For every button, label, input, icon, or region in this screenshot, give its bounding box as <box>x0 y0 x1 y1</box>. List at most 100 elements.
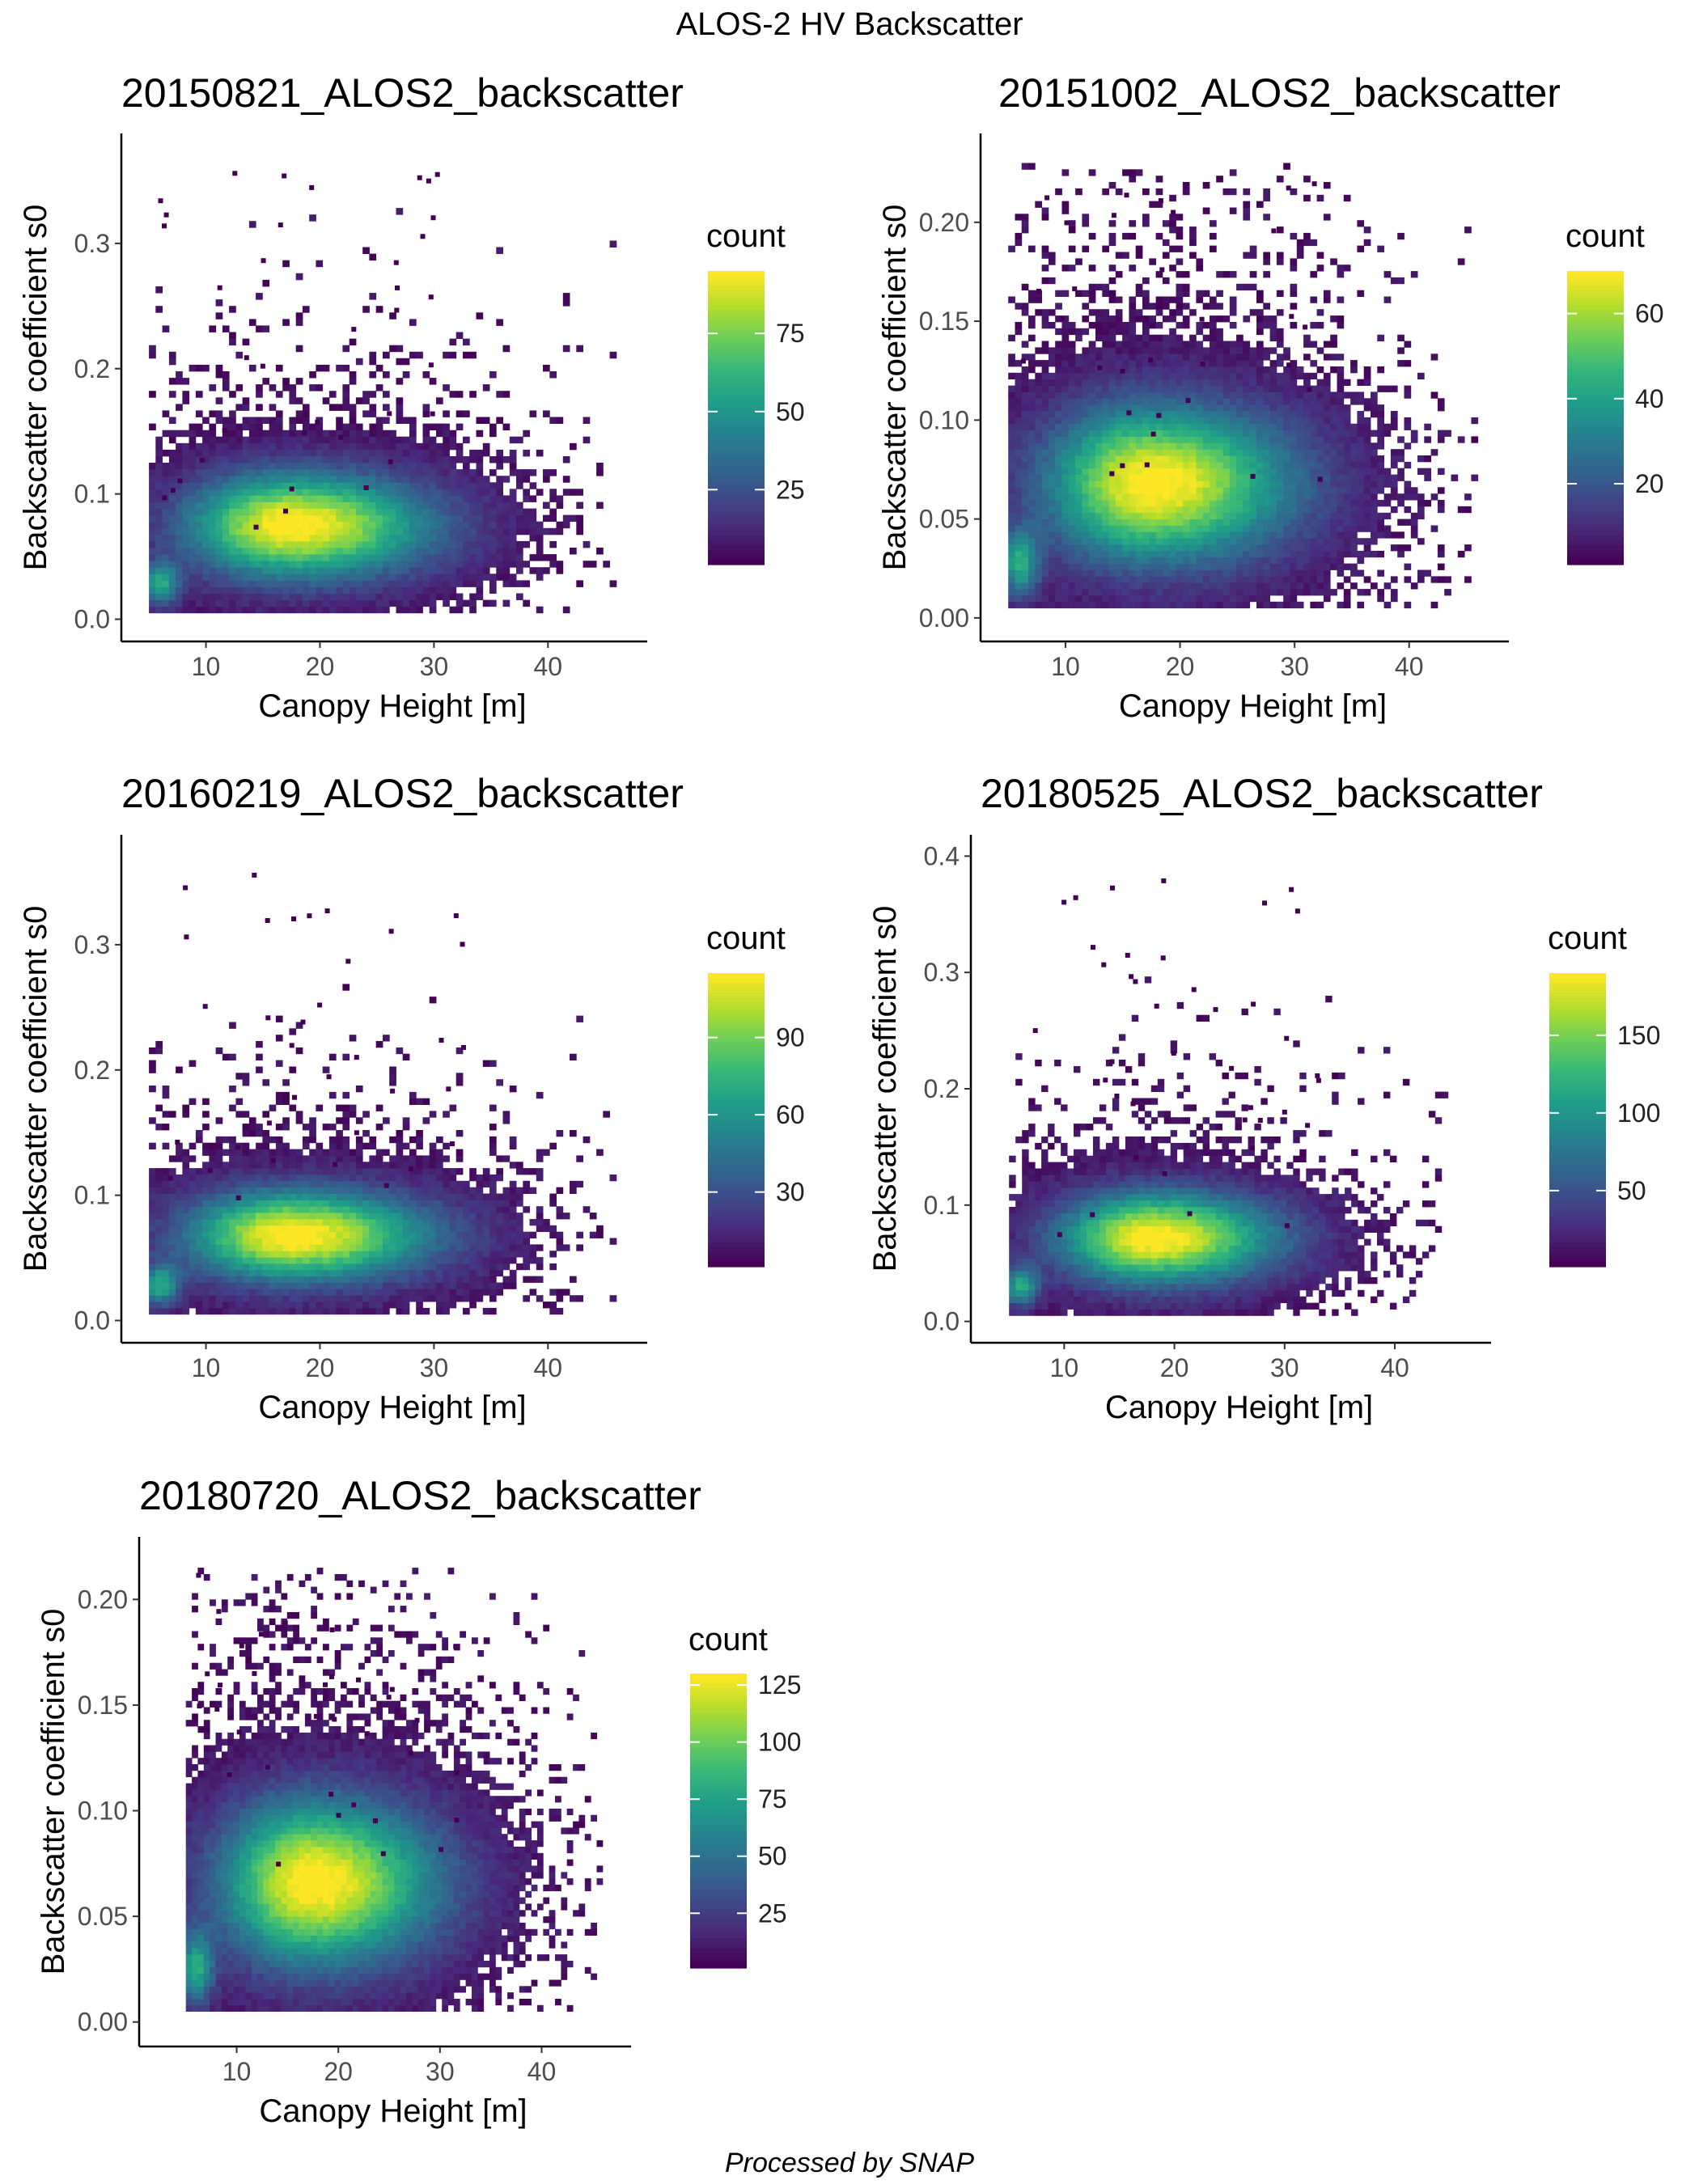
heatmap-cell <box>1108 296 1116 303</box>
heatmap-cell <box>1350 366 1358 374</box>
heatmap-cell <box>1337 493 1345 501</box>
heatmap-cell <box>1048 398 1056 405</box>
heatmap-cell <box>302 423 310 431</box>
heatmap-cell <box>516 593 523 600</box>
heatmap-cell <box>242 574 250 581</box>
heatmap-cell <box>1397 531 1405 539</box>
heatmap-cell <box>1290 372 1298 380</box>
heatmap-cell <box>1357 436 1365 443</box>
heatmap-cell <box>1383 430 1392 437</box>
heatmap-cell <box>1021 569 1029 577</box>
heatmap-cell <box>1142 512 1150 520</box>
heatmap-cell <box>1095 442 1103 450</box>
heatmap-cell <box>1129 315 1137 323</box>
heatmap-cell <box>1048 322 1056 329</box>
heatmap-cell <box>362 247 370 254</box>
heatmap-cell <box>278 222 283 228</box>
heatmap-cell <box>1129 366 1137 374</box>
heatmap-cell <box>1162 372 1170 380</box>
heatmap-cell <box>1330 411 1337 418</box>
heatmap-cell <box>1041 518 1049 526</box>
heatmap-cell <box>1082 372 1090 380</box>
heatmap-cell <box>1216 480 1223 488</box>
heatmap-cell <box>409 423 417 431</box>
heatmap-cell <box>316 508 324 516</box>
heatmap-cell <box>248 463 256 470</box>
heatmap-cell <box>1269 480 1277 488</box>
heatmap-cell <box>1357 411 1365 418</box>
heatmap-cell <box>1108 404 1116 412</box>
heatmap-cell <box>189 599 197 607</box>
heatmap-cell <box>489 599 497 607</box>
heatmap-cell <box>389 567 396 574</box>
heatmap-cell <box>229 502 236 509</box>
heatmap-cell <box>1276 252 1284 259</box>
heatmap-cell <box>402 540 410 548</box>
heatmap-cell <box>262 586 270 594</box>
heatmap-cell <box>436 561 443 568</box>
heatmap-cell <box>1249 576 1257 583</box>
heatmap-cell <box>262 593 270 600</box>
heatmap-cell <box>1236 455 1244 463</box>
heatmap-cell <box>1296 544 1304 552</box>
heatmap-cell <box>1035 493 1042 501</box>
heatmap-cell <box>1122 404 1129 412</box>
heatmap-cell <box>1061 518 1070 526</box>
heatmap-cell <box>1102 334 1109 341</box>
heatmap-cell <box>1122 487 1129 494</box>
heatmap-cell <box>369 574 377 581</box>
heatmap-cell <box>1229 417 1237 425</box>
heatmap-cell <box>362 514 370 523</box>
heatmap-cell <box>362 521 370 529</box>
heatmap-cell <box>248 574 256 581</box>
x-tick-label: 40 <box>1395 652 1424 681</box>
heatmap-cell <box>1015 398 1023 405</box>
heatmap-cell <box>1088 544 1096 552</box>
heatmap-cell <box>1310 449 1318 456</box>
heatmap-cell <box>1210 500 1217 507</box>
heatmap-cell <box>1055 442 1062 450</box>
heatmap-cell <box>242 593 250 600</box>
heatmap-cell <box>1015 442 1023 450</box>
legend-gradient-step <box>708 417 765 424</box>
heatmap-cell <box>1035 385 1042 392</box>
heatmap-cell <box>1028 385 1036 392</box>
heatmap-cell <box>182 1206 190 1213</box>
heatmap-cell <box>1210 557 1217 565</box>
heatmap-cell <box>149 1289 156 1296</box>
heatmap-cell <box>1176 392 1184 399</box>
heatmap-cell <box>1316 500 1324 507</box>
heatmap-cell <box>1015 531 1023 539</box>
heatmap-cell <box>1330 392 1337 399</box>
heatmap-cell <box>1202 322 1210 329</box>
heatmap-cell <box>1390 455 1398 463</box>
legend-gradient-step <box>1567 334 1624 341</box>
heatmap-cell <box>455 508 464 516</box>
heatmap-cell <box>1350 512 1358 520</box>
heatmap-cell <box>422 580 430 587</box>
heatmap-cell <box>1303 582 1311 590</box>
heatmap-cell <box>1182 557 1190 565</box>
heatmap-cell <box>1169 487 1176 494</box>
heatmap-cell <box>168 521 176 529</box>
heatmap-cell <box>1095 480 1103 488</box>
heatmap-cell <box>1088 576 1096 583</box>
heatmap-cell <box>215 364 223 372</box>
heatmap-cell <box>1216 544 1223 552</box>
heatmap-cell <box>1189 309 1197 316</box>
heatmap-cell <box>168 1302 176 1309</box>
heatmap-cell <box>502 599 511 607</box>
heatmap-cell <box>336 527 343 535</box>
heatmap-cell <box>1189 487 1197 494</box>
heatmap-cell <box>248 417 256 424</box>
heatmap-cell <box>1256 360 1264 367</box>
heatmap-cell <box>443 463 450 470</box>
heatmap-cell <box>1088 569 1096 577</box>
heatmap-cell <box>269 514 277 523</box>
heatmap-cell <box>289 521 297 529</box>
heatmap-cell <box>1404 493 1412 501</box>
heatmap-cell <box>1337 366 1345 374</box>
heatmap-cell <box>1122 423 1129 430</box>
heatmap-cell <box>1095 430 1103 437</box>
heatmap-cell <box>383 371 390 379</box>
